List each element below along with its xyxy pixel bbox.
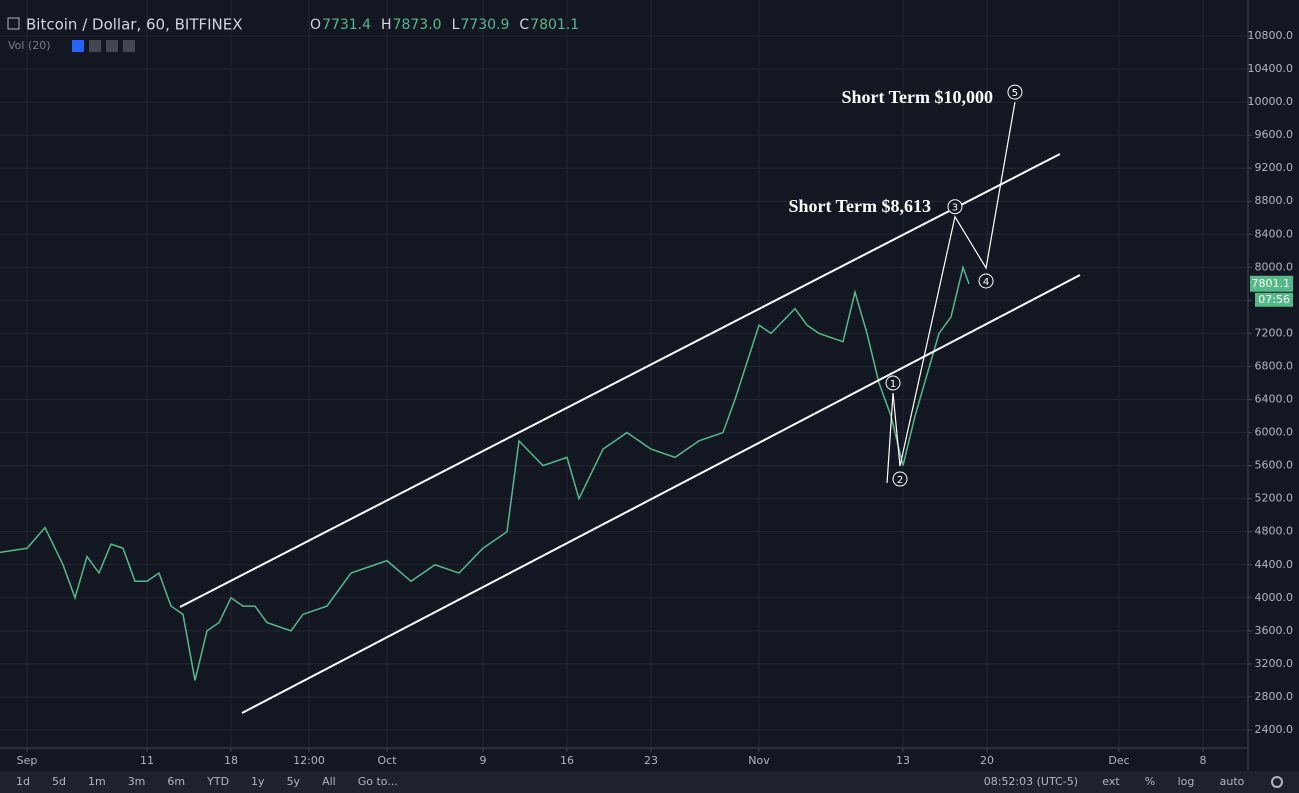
toolbar: 1d 5d 1m 3m 6m YTD 1y 5y All Go to... 08:52:03 (UT… [16, 775, 1283, 788]
range-button[interactable]: All [322, 775, 336, 788]
collapse-icon[interactable] [7, 17, 20, 30]
last-price-badge [1250, 275, 1293, 292]
wave-label: 4 [983, 277, 989, 288]
wave-line [886, 101, 1016, 484]
ohlc: O 7731.4 H 7873.0 L 7730.9 C 7801.1 [310, 17, 579, 33]
y-tick-label: 10000.0 [1248, 95, 1294, 108]
ohlc-value: 7801.1 [530, 17, 579, 33]
y-tick-label: 9200.0 [1255, 161, 1294, 174]
y-tick-label: 4800.0 [1255, 525, 1294, 538]
close-icon[interactable] [123, 40, 135, 52]
price-line [0, 264, 970, 681]
y-tick-label: 2800.0 [1255, 690, 1294, 703]
option-button[interactable]: ext [1102, 775, 1120, 788]
y-tick-label: 5200.0 [1255, 492, 1294, 505]
last-price: 7801.1 [1252, 277, 1291, 290]
x-tick-label: 16 [560, 754, 574, 767]
symbol[interactable]: Bitcoin / Dollar, 60, BITFINEX [26, 16, 243, 34]
x-tick-label: 20 [980, 754, 994, 767]
x-tick-label: 8 [1200, 754, 1207, 767]
ohlc-key: C [519, 17, 529, 33]
annotation: Short Term $8,613 [788, 196, 931, 216]
y-tick-label: 8800.0 [1255, 194, 1294, 207]
eye-icon[interactable] [72, 40, 84, 52]
plot: 1 2 3 4 5 [0, 84, 1081, 714]
range-button[interactable]: 1m [88, 775, 106, 788]
wave-marker [947, 199, 963, 215]
ohlc-value: 7731.4 [322, 17, 371, 33]
range-button[interactable]: 1y [251, 775, 265, 788]
option-button[interactable]: auto [1220, 775, 1245, 788]
volume-label: Vol (20) [8, 39, 51, 52]
y-tick-label: 3200.0 [1255, 657, 1294, 670]
add-icon[interactable] [106, 40, 118, 52]
x-tick-label: 13 [896, 754, 910, 767]
wave-label: 3 [952, 203, 958, 214]
y-tick-label: 6400.0 [1255, 393, 1294, 406]
y-tick-label: 10800.0 [1248, 29, 1294, 42]
wave-marker [978, 273, 994, 289]
x-tick-label: 12:00 [293, 754, 325, 767]
annotation: Short Term $10,000 [841, 87, 993, 107]
y-tick-label: 10400.0 [1248, 62, 1294, 75]
option-button[interactable]: % [1145, 775, 1155, 788]
range-button[interactable]: 5d [52, 775, 66, 788]
channel-line [179, 153, 1061, 608]
y-tick-label: 2400.0 [1255, 723, 1294, 736]
grid [0, 0, 1248, 748]
wave-label: 1 [890, 379, 896, 390]
range-button[interactable]: Go to... [358, 775, 398, 788]
y-tick-label: 4000.0 [1255, 591, 1294, 604]
y-tick-label: 4400.0 [1255, 558, 1294, 571]
x-tick-label: 18 [224, 754, 238, 767]
y-tick-label: 8400.0 [1255, 227, 1294, 240]
x-tick-label: Sep [17, 754, 38, 767]
y-tick-label: 8000.0 [1255, 260, 1294, 273]
y-tick-label: 7200.0 [1255, 326, 1294, 339]
y-tick-label: 6800.0 [1255, 359, 1294, 372]
x-tick-label: Oct [377, 754, 397, 767]
range-button[interactable]: 1d [16, 775, 30, 788]
x-tick-label: 23 [644, 754, 658, 767]
range-button[interactable]: 3m [128, 775, 146, 788]
settings-icon[interactable] [89, 40, 101, 52]
y-tick-label: 5600.0 [1255, 459, 1294, 472]
ohlc-key: H [381, 17, 392, 33]
x-tick-label: 9 [480, 754, 487, 767]
toolbar-bg [0, 771, 1299, 793]
range-button[interactable]: YTD [206, 775, 229, 788]
ohlc-value: 7730.9 [460, 17, 509, 33]
clock: 08:52:03 (UTC-5) [984, 775, 1078, 788]
range-button[interactable]: 5y [287, 775, 301, 788]
x-tick-label: 11 [140, 754, 154, 767]
ohlc-key: O [310, 17, 321, 33]
option-button[interactable]: log [1178, 775, 1195, 788]
wave-label: 2 [897, 475, 903, 486]
countdown-badge [1255, 292, 1293, 307]
x-tick-label: Nov [748, 754, 770, 767]
y-tick-label: 3600.0 [1255, 624, 1294, 637]
countdown: 07:56 [1258, 293, 1290, 306]
y-tick-label: 6000.0 [1255, 426, 1294, 439]
wave-marker [1007, 84, 1023, 100]
x-tick-label: Dec [1108, 754, 1129, 767]
wave-label: 5 [1012, 88, 1018, 99]
range-button[interactable]: 6m [167, 775, 185, 788]
ohlc-value: 7873.0 [393, 17, 442, 33]
y-tick-label: 9600.0 [1255, 128, 1294, 141]
wave-marker [892, 471, 908, 487]
channel-line [241, 274, 1081, 714]
settings-button[interactable] [1271, 776, 1283, 788]
ohlc-key: L [452, 17, 460, 33]
wave-marker [885, 375, 901, 391]
